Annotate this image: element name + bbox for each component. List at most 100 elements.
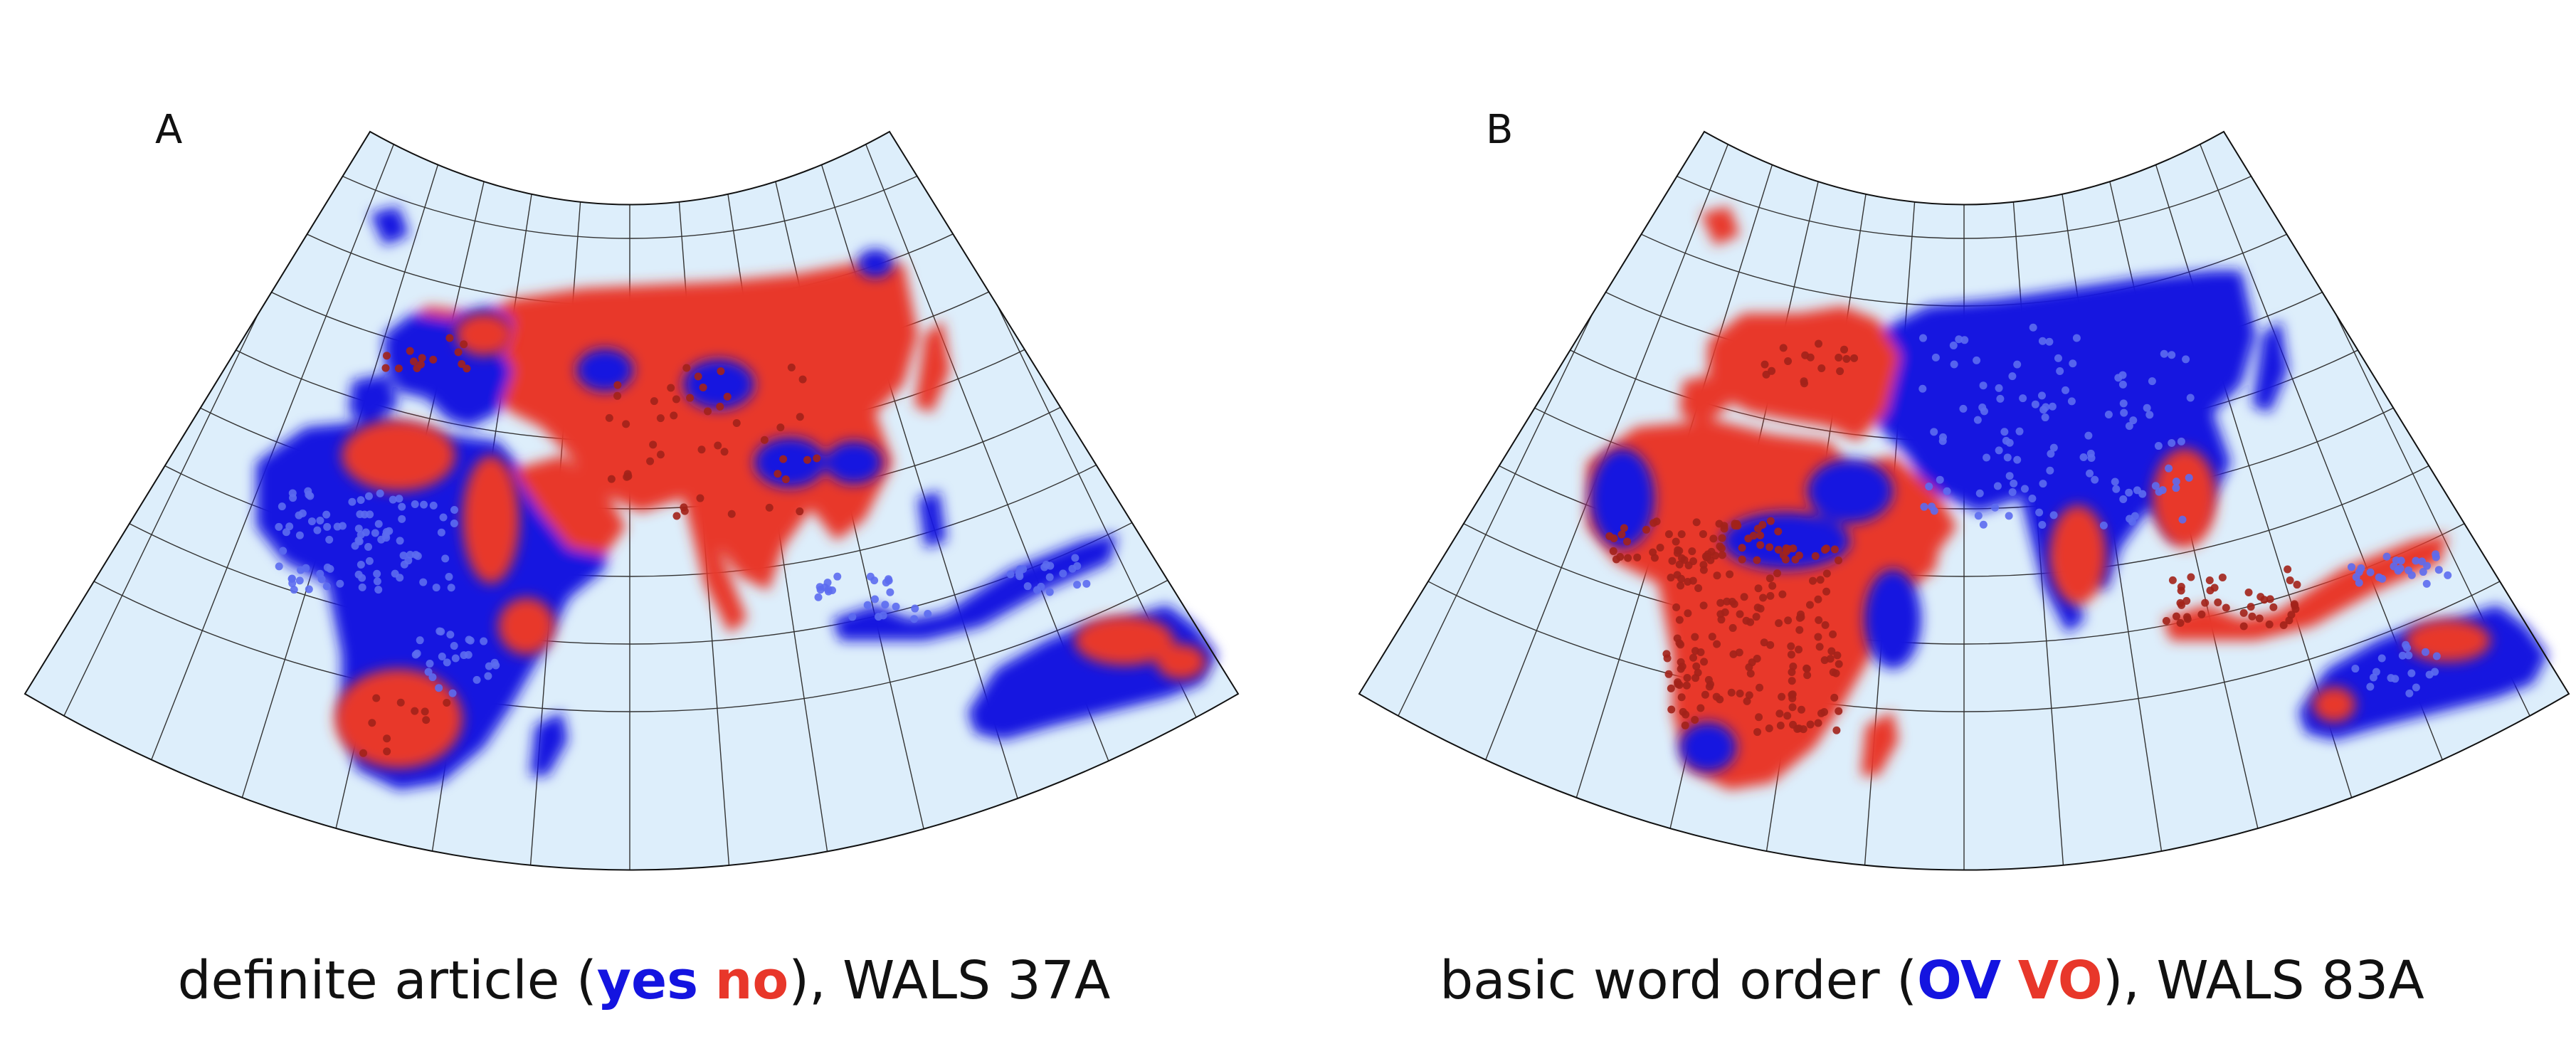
language-dot [1738,555,1746,564]
language-dot [443,699,451,707]
language-dot [1684,561,1693,569]
language-dot [1773,569,1782,578]
language-dot [2038,521,2047,529]
language-dot [2062,386,2070,394]
language-dot [2284,565,2292,574]
language-dot [1974,512,1983,520]
language-dot [1612,555,1620,564]
language-dot [473,675,481,684]
language-dot [1814,595,1822,603]
language-dot [1662,650,1671,658]
language-dot [1814,719,1822,727]
panel-a: A definite article (yes no), WALS 37A [23,107,1240,1011]
language-dot [1753,603,1762,612]
language-dot [406,347,414,355]
language-dot [2067,397,2076,406]
language-dot [1677,581,1685,590]
language-dot [2160,349,2168,358]
landmass-madagascar [1861,712,1899,776]
language-dot [863,601,872,609]
language-dot [1979,381,1988,390]
language-dot [704,407,712,416]
language-dot [2177,437,2185,445]
language-dot [1784,357,1793,365]
language-dot [360,510,369,519]
patch [463,455,519,584]
language-dot [2187,573,2195,581]
value-patches [1590,448,2491,772]
language-dot [765,503,774,512]
language-dot [2046,466,2054,475]
patch [2049,505,2106,605]
language-dot [2265,620,2274,628]
language-dot [882,579,890,587]
language-dot [2005,512,2013,520]
language-dot [1822,544,1831,553]
language-dot [2205,576,2214,584]
language-dot [1727,688,1736,697]
language-dot [727,510,736,518]
patch [754,438,825,487]
language-dot [2382,552,2391,561]
language-dot [460,340,468,349]
language-dot [1761,360,1769,369]
language-dot [2086,469,2094,478]
language-dot [450,505,458,514]
patch [1864,569,1921,669]
language-dot [1815,643,1824,651]
language-dot [1835,660,1843,668]
language-dot [1836,367,1844,376]
patch [2313,687,2355,722]
language-dot [2131,512,2139,520]
graticule-meridian [811,132,1152,870]
language-dot [441,554,450,563]
language-dot [2239,608,2248,617]
language-dot [1723,597,1731,606]
patch [857,249,893,278]
landmass-maritime-se-asia [2163,534,2448,640]
landmass-madagascar [530,712,568,776]
language-dot [1778,590,1787,598]
language-dot [1817,364,1826,373]
language-dot [1925,482,1933,491]
language-dot [2125,422,2133,431]
language-dot [1796,610,1805,618]
language-dot [411,551,420,559]
language-dot [2086,449,2095,458]
patch [825,441,882,484]
language-dot [447,584,455,592]
language-dot [1705,682,1714,691]
language-dot [716,402,724,411]
language-dot [426,659,434,668]
language-dot [398,502,406,511]
language-dot [437,627,445,635]
language-dot [1720,524,1728,533]
language-dot [2005,438,2014,447]
language-dot [2387,674,2395,682]
graticule-meridian [107,132,448,870]
language-dot [1689,653,1698,662]
language-dot [1938,437,1947,445]
language-dot [2279,621,2288,630]
language-dot [1950,360,1958,369]
legend-key-1: yes [596,950,699,1011]
language-dot [1696,648,1705,657]
language-dot [1756,541,1765,549]
language-dot [1759,594,1768,602]
panel-b: B basic word order (OV VO), WALS 83A [1288,0,2576,1039]
language-dot [2248,612,2256,621]
language-dot [1677,530,1686,539]
language-dot [313,526,322,534]
language-dot [1745,691,1753,700]
language-dot [1983,453,1991,462]
language-dot [1975,489,1984,497]
language-dot [1740,593,1748,601]
language-dot [304,487,312,495]
language-dot [2172,612,2180,621]
language-dot [1668,557,1677,565]
caption-prefix: definite article ( [177,950,597,1011]
language-dot [823,579,832,587]
language-dot [2355,568,2363,576]
language-dot [316,569,324,578]
map-frame-outline [23,130,1240,871]
